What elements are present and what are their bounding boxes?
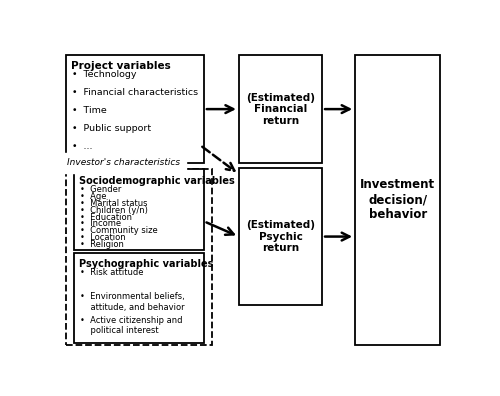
Text: Investment
decision/
behavior: Investment decision/ behavior	[360, 179, 435, 221]
Text: Investor's characteristics: Investor's characteristics	[67, 158, 180, 168]
Text: •  Marital status: • Marital status	[80, 199, 148, 208]
Text: attitude, and behavior: attitude, and behavior	[80, 303, 184, 312]
Text: (Estimated)
Financial
return: (Estimated) Financial return	[246, 93, 315, 126]
Text: •  Religion: • Religion	[80, 240, 124, 249]
Text: •  ...: • ...	[72, 142, 92, 151]
Text: •  Technology: • Technology	[72, 70, 136, 79]
Bar	[66, 169, 212, 345]
Text: Psychographic variables: Psychographic variables	[79, 259, 213, 269]
Bar	[239, 168, 322, 305]
Text: •  Location: • Location	[80, 233, 126, 242]
Text: •  Environmental beliefs,: • Environmental beliefs,	[80, 292, 184, 301]
Text: political interest: political interest	[80, 326, 158, 335]
Text: •  Active citizenship and: • Active citizenship and	[80, 316, 182, 325]
Bar	[74, 169, 204, 250]
Text: •  Public support: • Public support	[72, 124, 152, 133]
Text: •  Community size: • Community size	[80, 227, 158, 235]
Bar	[66, 55, 204, 164]
Text: •  Children (y/n): • Children (y/n)	[80, 206, 148, 215]
Text: •  Financial characteristics: • Financial characteristics	[72, 88, 198, 97]
Text: •  Risk attitude: • Risk attitude	[80, 268, 144, 277]
Bar	[239, 55, 322, 164]
Text: •  Age: • Age	[80, 192, 106, 201]
Text: Sociodemographic variables: Sociodemographic variables	[79, 175, 234, 186]
Text: •  Income: • Income	[80, 219, 121, 228]
Text: (Estimated)
Psychic
return: (Estimated) Psychic return	[246, 220, 315, 253]
Text: •  Education: • Education	[80, 213, 132, 221]
Text: •  Gender: • Gender	[80, 185, 122, 194]
Text: Project variables: Project variables	[71, 61, 171, 71]
Bar	[355, 55, 440, 345]
Bar	[74, 253, 204, 343]
Text: •  Time: • Time	[72, 107, 107, 115]
